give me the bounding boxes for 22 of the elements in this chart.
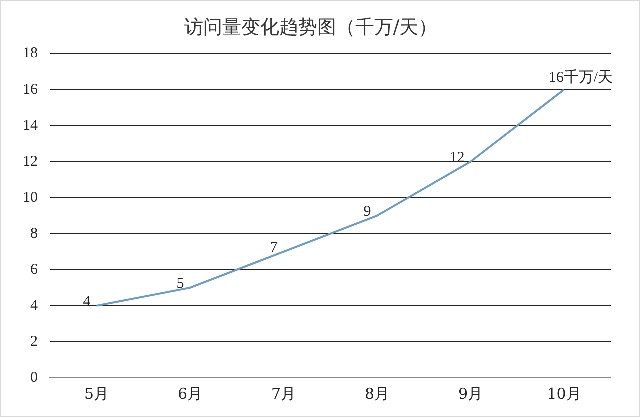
x-tick-label: 9月 xyxy=(458,384,484,403)
y-tick-label: 16 xyxy=(23,82,38,98)
y-tick-label: 6 xyxy=(30,262,38,278)
x-tick-label: 7月 xyxy=(271,384,296,403)
y-tick-label: 18 xyxy=(23,46,38,62)
y-tick-label: 2 xyxy=(30,334,38,350)
y-tick-label: 10 xyxy=(23,190,38,206)
data-label: 16千万/天 xyxy=(548,68,614,86)
y-tick-label: 0 xyxy=(30,370,38,386)
x-tick-label: 8月 xyxy=(364,384,390,403)
data-label: 4 xyxy=(83,294,92,310)
data-label: 5 xyxy=(176,276,184,292)
x-tick-label: 6月 xyxy=(178,384,203,403)
y-tick-label: 12 xyxy=(23,154,38,170)
y-tick-label: 4 xyxy=(30,298,38,314)
y-tick-label: 8 xyxy=(30,226,38,242)
x-tick-label: 10月 xyxy=(547,384,582,403)
chart-title: 访问量变化趋势图（千万/天） xyxy=(184,16,438,38)
y-tick-label: 14 xyxy=(23,118,38,134)
data-label: 9 xyxy=(364,204,372,220)
x-tick-label: 5月 xyxy=(84,384,110,403)
data-label: 7 xyxy=(270,240,278,256)
